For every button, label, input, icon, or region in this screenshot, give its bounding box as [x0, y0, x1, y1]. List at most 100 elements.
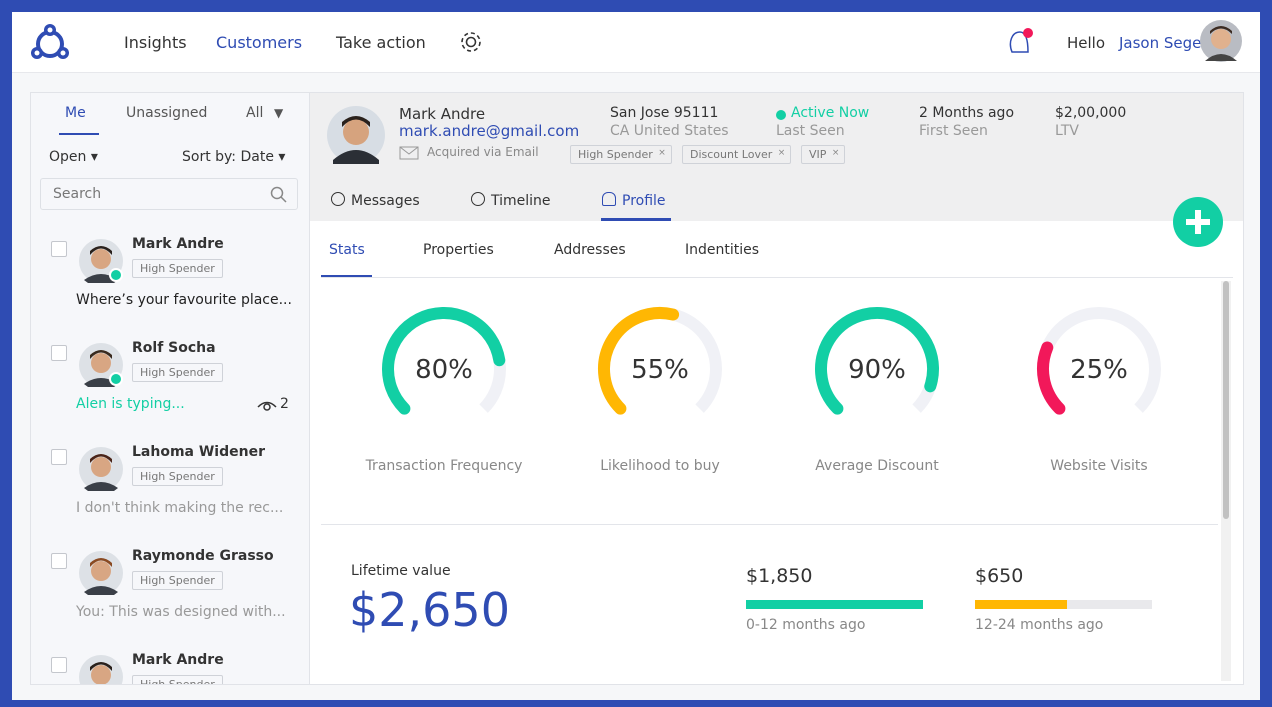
tab-label: Timeline: [491, 193, 551, 209]
contact-tag: High Spender: [132, 259, 223, 278]
avatar: [79, 655, 123, 684]
checkbox[interactable]: [51, 657, 67, 673]
filter-label: Open: [49, 149, 87, 165]
body: [84, 586, 118, 595]
notification-icon[interactable]: [1006, 26, 1036, 58]
add-button[interactable]: [1171, 195, 1225, 249]
scroll-thumb[interactable]: [1223, 281, 1229, 519]
sub-tab[interactable]: Indentities: [685, 242, 760, 258]
contact-name: Mark Andre: [132, 652, 224, 668]
location: San Jose 95111: [610, 105, 719, 121]
gauge-value: 55%: [631, 355, 689, 385]
contact-name: Mark Andre: [132, 236, 224, 252]
status: Active Now: [791, 105, 870, 121]
avatar: [79, 551, 123, 595]
ltv-label: LTV: [1055, 123, 1080, 139]
last-message: Alen is typing...: [76, 396, 185, 412]
body: [84, 482, 118, 491]
lifetime-label: Lifetime value: [351, 563, 451, 579]
sub-tab[interactable]: Addresses: [554, 242, 626, 258]
profile-tab[interactable]: Timeline: [471, 192, 551, 209]
tab-icon: [602, 192, 616, 206]
gauge-label: Average Discount: [815, 458, 939, 474]
lifetime-total: $2,650: [349, 583, 510, 637]
nav-item[interactable]: Customers: [216, 33, 303, 52]
last-message: You: This was designed with...: [76, 604, 286, 620]
divider: [321, 277, 1233, 278]
face: [91, 457, 111, 477]
face: [91, 353, 111, 373]
nav-item[interactable]: Insights: [124, 33, 187, 52]
customer-name: Mark Andre: [399, 105, 486, 123]
user-avatar[interactable]: [1199, 19, 1243, 63]
pupil: [263, 403, 271, 411]
checkbox[interactable]: [51, 345, 67, 361]
gauges: 80% Transaction Frequency 55% Likelihood to…: [365, 307, 1161, 474]
checkbox[interactable]: [51, 449, 67, 465]
hair: [90, 350, 112, 359]
email-icon: [399, 146, 419, 160]
tab-label: Profile: [622, 193, 666, 209]
tag-close[interactable]: ×: [658, 148, 666, 158]
gauge-value: 80%: [415, 355, 473, 385]
top-bar: Insights Customers Take action Hello Jason…: [12, 12, 1260, 73]
ltv: $2,00,000: [1055, 105, 1127, 121]
gauge-label: Transaction Frequency: [365, 458, 523, 474]
period-label: 0-12 months ago: [746, 617, 866, 633]
gauge-value: 25%: [1070, 355, 1128, 385]
checkbox[interactable]: [51, 241, 67, 257]
views-icon: [257, 401, 277, 411]
tag-close[interactable]: ×: [777, 148, 786, 158]
sidebar-tab[interactable]: All: [246, 105, 264, 121]
gauge-arc: [1037, 341, 1066, 415]
status-dot: [776, 110, 786, 120]
sub-tab[interactable]: Stats: [329, 242, 365, 258]
gauge-arc: [815, 307, 939, 415]
views: 2: [280, 396, 289, 412]
contact-tag: High Spender: [132, 467, 223, 486]
greeting: Hello: [1067, 34, 1106, 52]
nav-item[interactable]: Take action: [336, 33, 426, 52]
profile-tab[interactable]: Profile: [602, 192, 666, 209]
search-box[interactable]: Search: [40, 178, 298, 210]
customer-email[interactable]: mark.andre@gmail.com: [399, 122, 580, 140]
gauge-value: 90%: [848, 355, 906, 385]
sub-tab[interactable]: Properties: [423, 242, 494, 258]
hair: [90, 454, 112, 463]
face: [91, 561, 111, 581]
filter[interactable]: Open ▾: [49, 149, 98, 165]
avatar: [79, 447, 123, 491]
profile-header: Mark Andre mark.andre@gmail.com Acquired…: [310, 93, 1243, 221]
profile-tab[interactable]: Messages: [331, 192, 420, 209]
eye: [257, 401, 277, 408]
sort[interactable]: Sort by: Date ▾: [182, 149, 286, 165]
settings-icon[interactable]: [458, 29, 484, 55]
contact-name: Lahoma Widener: [132, 444, 265, 460]
customer-tag: High Spender ×: [570, 145, 672, 164]
period-amount: $650: [975, 565, 1024, 587]
sidebar-tab[interactable]: Unassigned: [126, 105, 208, 121]
acquired: Acquired via Email: [427, 145, 539, 159]
user-name[interactable]: Jason Segel: [1119, 34, 1206, 52]
avatar: [79, 343, 123, 387]
hair: [90, 558, 112, 567]
customer-tag: Discount Lover ×: [682, 145, 792, 164]
search-icon: [270, 186, 287, 203]
divider: [321, 524, 1218, 525]
customer-tag: VIP ×: [801, 145, 846, 164]
main-card: Me Unassigned All ▼ Open ▾ Sort by: Date ▾ …: [30, 92, 1244, 685]
period-amount: $1,850: [746, 565, 813, 587]
tag-close[interactable]: ×: [831, 148, 840, 158]
tab-underline: [59, 133, 99, 135]
checkbox[interactable]: [51, 553, 67, 569]
tab-underline: [601, 218, 671, 221]
sidebar-tab[interactable]: Me: [65, 105, 86, 121]
logo: [31, 24, 69, 59]
gauge-arc: [382, 307, 506, 415]
customer-avatar: [327, 106, 385, 164]
country: CA United States: [610, 123, 729, 139]
gauge-arc: [598, 307, 680, 415]
status-label: Last Seen: [776, 123, 845, 139]
period-label: 12-24 months ago: [975, 617, 1104, 633]
period-bar: [975, 600, 1068, 609]
